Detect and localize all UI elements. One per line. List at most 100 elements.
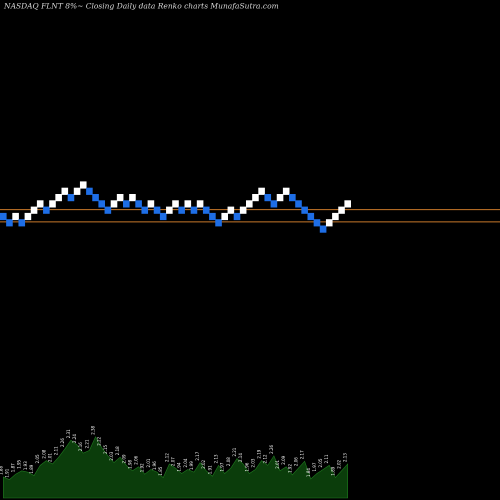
volume-label: 2.15 [103, 444, 108, 453]
renko-brick [147, 200, 155, 208]
renko-brick [270, 200, 278, 208]
renko-brick [325, 219, 333, 227]
volume-label: 2.01 [48, 453, 53, 462]
renko-brick [104, 206, 112, 214]
volume-label: 1.98 [127, 459, 132, 468]
reference-lines [0, 209, 500, 223]
volume-label: 1.91 [207, 465, 212, 474]
volume-label: 2.13 [343, 453, 348, 462]
renko-brick [307, 212, 315, 221]
volume-label: 1.99 [189, 461, 194, 470]
renko-brick [12, 212, 19, 221]
volume-label: 2.31 [66, 429, 71, 438]
volume-label: 1.92 [287, 464, 292, 473]
volume-label: 2.38 [91, 425, 96, 434]
volume-label: 2.06 [294, 457, 299, 466]
renko-brick [344, 200, 351, 208]
renko-brick [196, 200, 204, 208]
volume-label: 2.05 [35, 454, 40, 463]
renko-brick [246, 200, 253, 208]
renko-brick [153, 206, 161, 214]
volume-label: 1.95 [17, 459, 22, 468]
renko-brick [264, 194, 272, 202]
volume-label: 1.94 [177, 462, 182, 471]
volume-label: 1.84 [306, 468, 311, 477]
volume-label: 2.17 [300, 450, 305, 459]
renko-brick [221, 212, 228, 221]
renko-brick [135, 200, 142, 208]
renko-brick [30, 206, 38, 214]
volume-label: 2.03 [250, 458, 255, 467]
volume-label: 1.89 [330, 466, 335, 475]
renko-brick [67, 194, 75, 202]
renko-brick [319, 225, 327, 233]
renko-brick [61, 187, 69, 195]
volume-label: 2.01 [275, 459, 280, 468]
volume-label: 1.85 [158, 466, 163, 475]
renko-brick [190, 206, 198, 214]
renko-brick [159, 212, 167, 221]
volume-label: 2.02 [201, 459, 206, 468]
renko-brick [184, 200, 192, 208]
volume-label: 2.07 [171, 457, 176, 466]
volume-label: 2.19 [257, 449, 262, 458]
volume-label: 2.11 [324, 454, 329, 463]
volume-label: 2.26 [60, 438, 65, 447]
renko-brick [209, 212, 216, 221]
volume-label: 1.88 [0, 466, 3, 475]
volume-label: 2.09 [121, 454, 126, 463]
renko-brick [301, 206, 308, 214]
volume-label: 1.87 [11, 463, 16, 472]
volume-label: 2.08 [226, 457, 231, 466]
renko-bricks [0, 181, 351, 233]
volume-label: 2.21 [84, 439, 89, 448]
volume-label: 2.21 [232, 447, 237, 456]
volume-label: 1.91 [4, 468, 9, 477]
volume-label: 2.02 [337, 459, 342, 468]
volume-label: 2.01 [146, 458, 151, 467]
renko-brick [282, 187, 290, 195]
renko-brick [178, 206, 185, 214]
renko-brick [202, 206, 210, 214]
renko-brick [276, 194, 284, 202]
volume-label: 2.16 [78, 442, 83, 451]
renko-brick [98, 200, 105, 208]
renko-brick [49, 200, 56, 208]
volume-label: 1.92 [140, 463, 145, 472]
volume-label: 2.17 [195, 451, 200, 460]
volume-label: 2.12 [164, 453, 169, 462]
renko-brick [338, 206, 345, 214]
renko-brick [43, 206, 50, 214]
renko-brick [79, 181, 87, 189]
volume-label: 2.12 [263, 454, 268, 463]
renko-brick [289, 194, 296, 202]
renko-brick [239, 206, 247, 214]
volume-label: 2.03 [109, 451, 114, 460]
volume-label: 2.09 [281, 455, 286, 464]
renko-brick [116, 194, 124, 202]
volume-label: 1.96 [244, 462, 249, 471]
renko-brick [295, 200, 302, 208]
renko-brick [129, 194, 136, 202]
volume-label: 2.14 [238, 453, 243, 462]
volume-label: 2.13 [214, 454, 219, 463]
volume-label: 2.18 [115, 446, 120, 455]
volume-label: 1.97 [220, 462, 225, 471]
volume-label: 1.96 [152, 461, 157, 470]
renko-brick [166, 206, 173, 214]
volume-label: 1.93 [23, 461, 28, 470]
volume-label: 2.26 [269, 444, 274, 453]
renko-brick [18, 219, 26, 227]
volume-label: 2.04 [183, 458, 188, 467]
renko-brick [233, 212, 241, 221]
renko-brick [6, 219, 13, 227]
renko-brick [24, 212, 32, 221]
volume-label: 2.24 [72, 434, 77, 443]
renko-brick [0, 212, 7, 221]
volume-label: 1.97 [312, 462, 317, 471]
renko-brick [258, 187, 265, 195]
volume-label: 2.22 [97, 436, 102, 445]
renko-brick [215, 219, 222, 227]
